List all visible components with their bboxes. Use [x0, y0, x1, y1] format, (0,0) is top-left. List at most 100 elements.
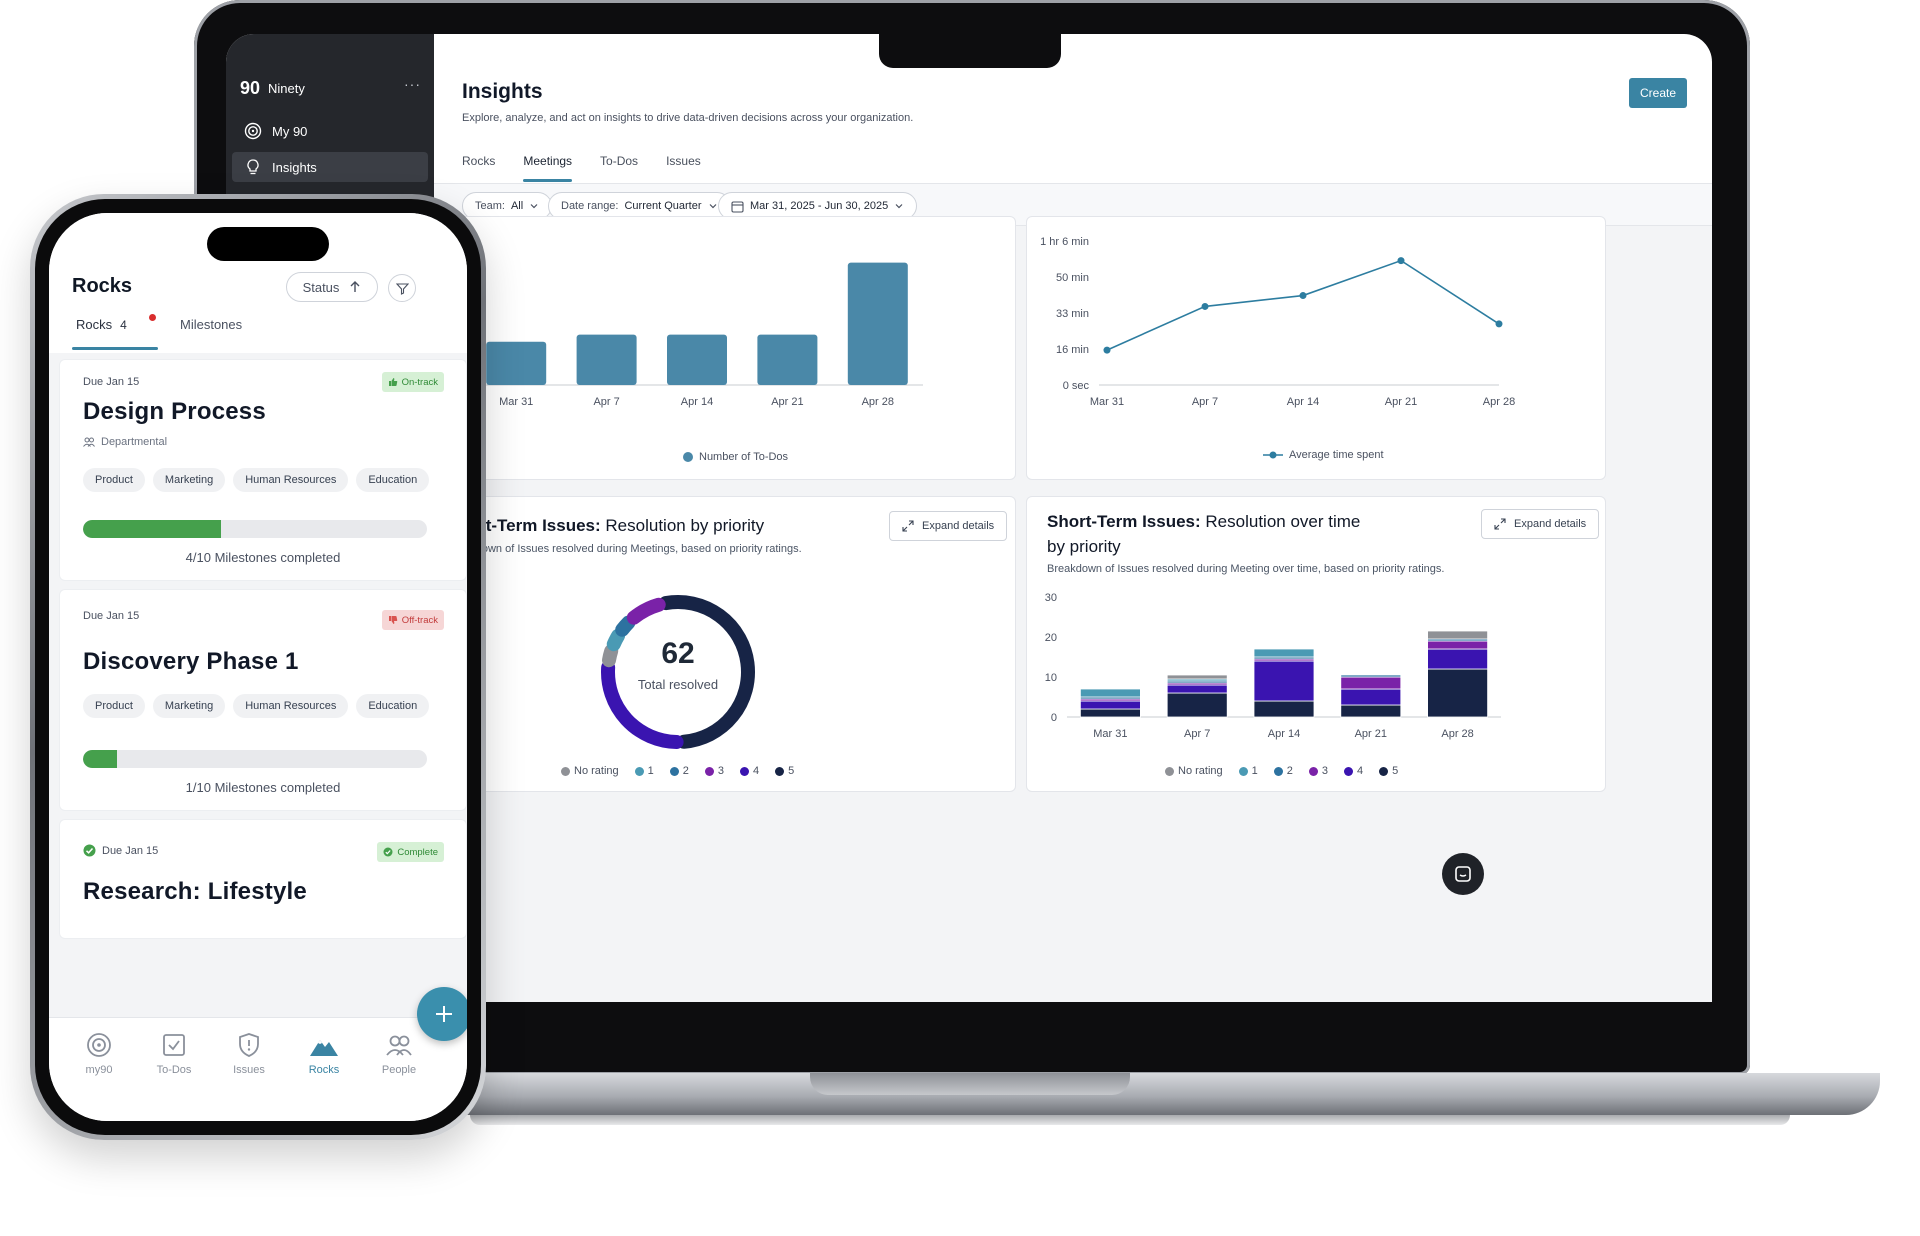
- check-circle-icon: [83, 844, 96, 857]
- sidebar-item-insights[interactable]: Insights: [232, 152, 428, 182]
- x-tick-label: Apr 28: [1441, 728, 1473, 740]
- expand-details-label: Expand details: [1514, 518, 1587, 530]
- bar: [757, 334, 818, 385]
- target-icon: [244, 122, 262, 140]
- rock-tags: Product Marketing Human Resources Educat…: [83, 694, 430, 718]
- bar: [486, 341, 547, 385]
- filter-button[interactable]: [388, 274, 416, 302]
- sidebar-item-my90[interactable]: My 90: [232, 116, 428, 146]
- y-tick-label: 30: [1045, 592, 1057, 604]
- tab-rocks[interactable]: Rocks: [462, 154, 496, 168]
- shield-alert-icon: [239, 1033, 259, 1057]
- rock-card[interactable]: Due Jan 15 Off-track Discovery Phase 1 P…: [59, 589, 467, 811]
- bar: [847, 262, 908, 385]
- org-name: Ninety: [268, 81, 305, 96]
- nav-rocks[interactable]: Rocks: [287, 1032, 361, 1076]
- chat-icon: [1455, 866, 1471, 882]
- rock-type-label: Departmental: [101, 436, 168, 448]
- date-picker-value: Mar 31, 2025 - Jun 30, 2025: [750, 200, 889, 212]
- tag: Product: [83, 468, 145, 492]
- rock-title: Design Process: [83, 398, 266, 425]
- priority-legend: No rating 1 2 3 4 5: [1165, 765, 1410, 777]
- org-switcher[interactable]: 90 Ninety: [240, 78, 305, 99]
- add-rock-button[interactable]: [417, 987, 467, 1041]
- milestone-progress-fill: [83, 520, 221, 538]
- x-tick-label: Mar 31: [1090, 396, 1124, 408]
- laptop-opening-groove: [810, 1073, 1130, 1095]
- tab-todos[interactable]: To-Dos: [600, 154, 639, 168]
- stacked-bar-segment: [1166, 684, 1228, 694]
- stacked-bar-segment: [1080, 700, 1141, 710]
- nav-my90[interactable]: my90: [62, 1032, 136, 1076]
- card-title: Short-Term Issues: Resolution over time …: [1047, 509, 1377, 559]
- dynamic-island: [207, 227, 329, 261]
- card-title-bold: Short-Term Issues:: [1047, 512, 1201, 531]
- nav-todos[interactable]: To-Dos: [137, 1032, 211, 1076]
- legend-label: 5: [788, 765, 795, 777]
- expand-icon: [902, 520, 914, 532]
- tab-issues[interactable]: Issues: [666, 154, 701, 168]
- x-tick-label: Apr 14: [1268, 728, 1300, 740]
- stacked-bar-segment: [1427, 648, 1489, 670]
- tab-milestones[interactable]: Milestones: [180, 317, 243, 332]
- legend-line-icon: [1263, 451, 1283, 459]
- due-date: Due Jan 15: [83, 610, 140, 622]
- bar: [576, 334, 637, 385]
- chat-support-button[interactable]: [1442, 853, 1484, 895]
- stacked-bar-segment: [1080, 688, 1141, 698]
- status-sort-button[interactable]: Status: [286, 272, 378, 302]
- notification-dot: [149, 314, 156, 321]
- legend-dot-icon: [1273, 766, 1283, 776]
- avg-time-legend: Average time spent: [1263, 449, 1384, 461]
- date-picker[interactable]: Mar 31, 2025 - Jun 30, 2025: [718, 192, 918, 220]
- nav-issues[interactable]: Issues: [212, 1032, 286, 1076]
- laptop-screen: 90 Ninety ··· My 90 Insights Insights Ex…: [226, 34, 1712, 1002]
- nav-label: Issues: [233, 1064, 265, 1076]
- date-range-filter[interactable]: Date range: Current Quarter: [548, 192, 731, 220]
- nav-people[interactable]: People: [362, 1032, 436, 1076]
- tag: Marketing: [152, 694, 226, 718]
- calendar-icon: [731, 200, 744, 213]
- legend-dot-icon: [634, 766, 644, 776]
- stacked-bar-segment: [1166, 674, 1228, 680]
- tab-meetings[interactable]: Meetings: [523, 154, 572, 182]
- laptop-base: [380, 1073, 1880, 1115]
- expand-details-label: Expand details: [922, 520, 995, 532]
- bar: [667, 334, 727, 385]
- legend-label: Average time spent: [1289, 449, 1384, 461]
- target-icon: [87, 1033, 111, 1057]
- milestone-count: 1/10 Milestones completed: [185, 780, 341, 795]
- stacked-bar-segment: [1340, 674, 1402, 678]
- rock-title: Research: Lifestyle: [83, 878, 307, 905]
- team-filter[interactable]: Team: All: [462, 192, 553, 220]
- card-title: Short-Term Issues: Resolution by priorit…: [447, 513, 764, 538]
- y-tick-label: 1 hr 6 min: [1040, 236, 1089, 248]
- expand-details-button[interactable]: Expand details: [1481, 509, 1600, 539]
- nav-label: my90: [85, 1064, 113, 1076]
- y-tick-label: 20: [1045, 632, 1057, 644]
- active-tab-indicator: [72, 347, 158, 350]
- funnel-icon: [395, 282, 409, 295]
- more-options-icon[interactable]: ···: [404, 76, 421, 92]
- status-badge-label: Complete: [397, 846, 438, 858]
- create-button[interactable]: Create: [1629, 78, 1687, 108]
- expand-details-button[interactable]: Expand details: [889, 511, 1008, 541]
- over-time-chart-card: Short-Term Issues: Resolution over time …: [1026, 496, 1606, 792]
- stacked-bar-segment: [1253, 700, 1315, 718]
- insights-tabs: Rocks Meetings To-Dos Issues: [462, 154, 701, 182]
- milestone-progress-fill: [83, 750, 118, 768]
- avg-time-line-chart: 0 sec 16 min 33 min 50 min 1 hr 6 min Mar 31 A…: [1040, 236, 1515, 408]
- rock-card[interactable]: Due Jan 15 On-track Design Process Depar…: [59, 359, 467, 581]
- status-badge-label: On-track: [401, 376, 438, 388]
- rock-title: Discovery Phase 1: [83, 648, 299, 675]
- main-panel: Insights Explore, analyze, and act on in…: [434, 34, 1712, 1002]
- due-date: Due Jan 15: [102, 844, 159, 857]
- tab-rocks[interactable]: Rocks 4: [76, 317, 127, 332]
- rock-card[interactable]: Due Jan 15 Complete Research: Lifestyle: [59, 819, 467, 939]
- donut-slice: [606, 628, 626, 652]
- legend-label: 2: [682, 765, 689, 777]
- legend-label: 4: [1357, 765, 1364, 777]
- status-badge: Off-track: [381, 610, 444, 630]
